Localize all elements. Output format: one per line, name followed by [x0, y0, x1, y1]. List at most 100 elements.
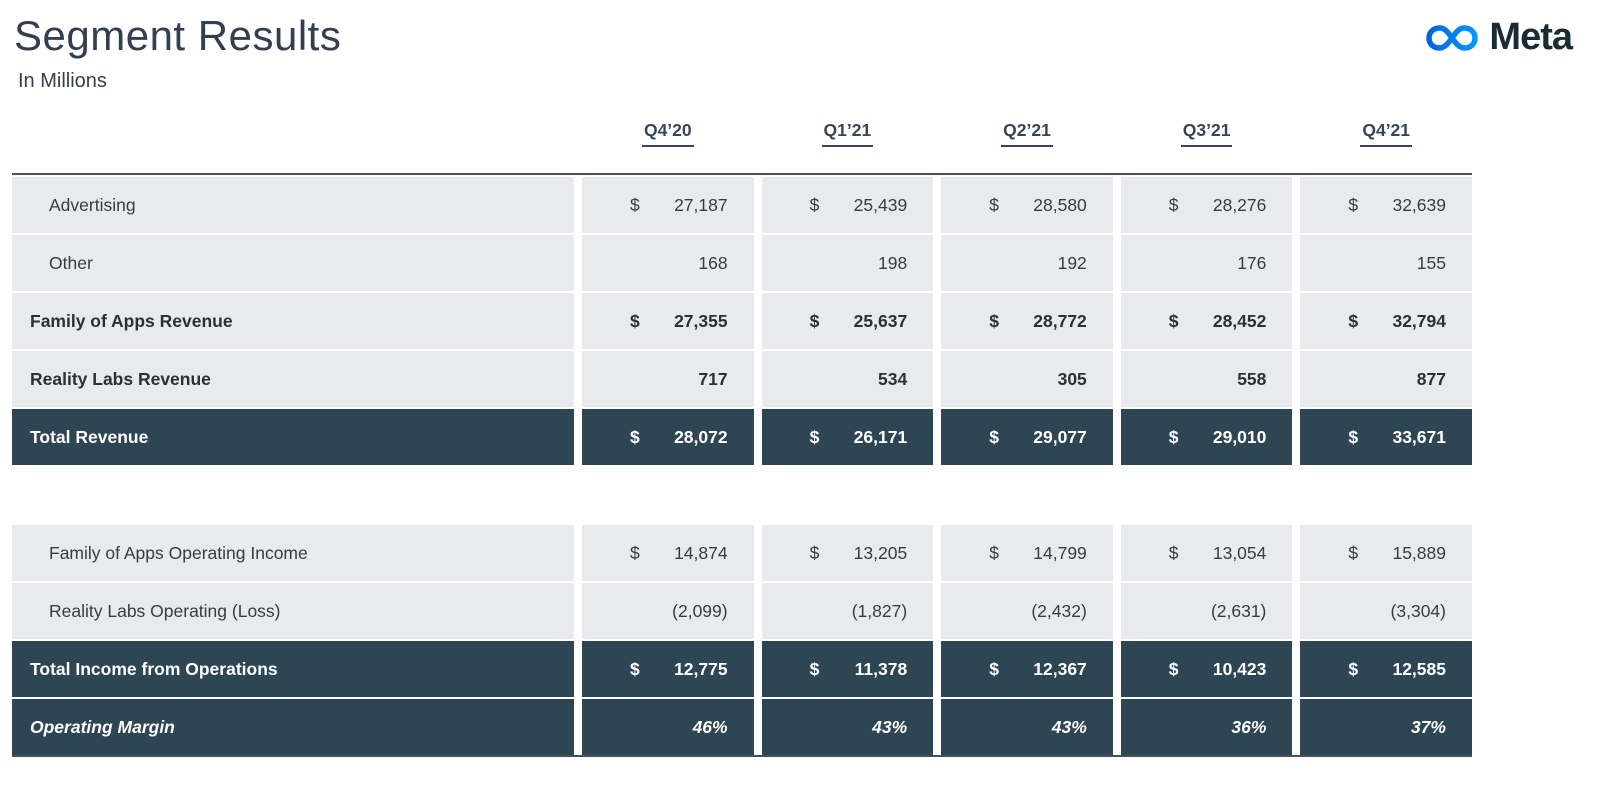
value: 43% [872, 716, 908, 737]
dollar-sign: $ [630, 426, 640, 447]
value-cell: $28,452 [1120, 293, 1293, 349]
value-cell: $25,637 [761, 293, 934, 349]
dollar-sign: $ [1168, 310, 1179, 331]
value: (2,631) [1210, 600, 1267, 621]
row-label: Reality Labs Operating (Loss) [12, 583, 574, 639]
value-cell: 305 [941, 351, 1113, 407]
value-cell: $33,671 [1300, 409, 1472, 465]
value-cell: $13,205 [761, 525, 934, 581]
value-cell: 43% [941, 699, 1113, 755]
value-cell: 43% [761, 699, 934, 755]
column-header-cell: Q4’21 [1300, 107, 1472, 159]
value: 717 [698, 368, 728, 389]
row-label: Other [12, 235, 574, 291]
value-cell: $26,171 [761, 409, 934, 465]
value-cell: 37% [1300, 699, 1472, 755]
dollar-sign: $ [989, 542, 999, 563]
column-header: Q2’21 [1001, 120, 1053, 147]
value-cell: 176 [1120, 235, 1293, 291]
value: 14,874 [674, 542, 728, 563]
dollar-sign: $ [1168, 426, 1179, 447]
value-cell: 534 [761, 351, 934, 407]
table-top-rule [12, 173, 1472, 175]
value: (1,827) [851, 600, 908, 621]
value: 192 [1057, 252, 1087, 273]
value: (2,432) [1031, 600, 1087, 621]
value-cell: 198 [761, 235, 934, 291]
column-header-cell: Q4’20 [582, 107, 754, 159]
value: 176 [1237, 252, 1267, 273]
table-row-operating-margin: Operating Margin 46% 43% 43% 36% 37% [12, 699, 1472, 755]
table-row-total-income-from-operations: Total Income from Operations $12,775 $11… [12, 641, 1472, 697]
meta-logo: Meta [1423, 16, 1573, 59]
column-header-cell: Q2’21 [941, 107, 1113, 159]
value: 28,580 [1033, 194, 1087, 215]
value-cell: $12,367 [941, 641, 1113, 697]
value-cell: $15,889 [1300, 525, 1472, 581]
dollar-sign: $ [1348, 310, 1359, 331]
row-label: Advertising [12, 177, 574, 233]
value-cell: $11,378 [761, 641, 934, 697]
column-header: Q4’21 [1360, 120, 1413, 147]
value: 10,423 [1212, 658, 1267, 679]
value-cell: 877 [1300, 351, 1472, 407]
column-header: Q4’20 [641, 120, 694, 147]
row-label: Total Income from Operations [12, 641, 574, 697]
value: 25,439 [853, 194, 908, 215]
value: 33,671 [1392, 426, 1446, 447]
value: 13,054 [1212, 542, 1267, 563]
value-cell: 558 [1120, 351, 1293, 407]
value-cell: $10,423 [1120, 641, 1293, 697]
value-cell: $28,772 [941, 293, 1113, 349]
dollar-sign: $ [809, 542, 820, 563]
value: 155 [1416, 252, 1446, 273]
value: 305 [1057, 368, 1087, 389]
column-header: Q3’21 [1180, 120, 1233, 147]
dollar-sign: $ [1168, 194, 1179, 215]
value: 558 [1237, 368, 1267, 389]
value-cell: (2,099) [582, 583, 754, 639]
value-cell: $27,187 [582, 177, 754, 233]
dollar-sign: $ [989, 194, 999, 215]
value: 26,171 [853, 426, 908, 447]
dollar-sign: $ [989, 658, 999, 679]
row-label: Operating Margin [12, 699, 574, 755]
value-cell: $13,054 [1120, 525, 1293, 581]
value: 25,637 [853, 310, 908, 331]
value-cell: $14,799 [941, 525, 1113, 581]
value: 12,367 [1033, 658, 1087, 679]
value-cell: $32,794 [1300, 293, 1472, 349]
table-bottom-rule [12, 755, 1472, 757]
value-cell: $28,580 [941, 177, 1113, 233]
value: 12,585 [1392, 658, 1446, 679]
value-cell: $29,010 [1120, 409, 1293, 465]
table-row-total-revenue: Total Revenue $28,072 $26,171 $29,077 $2… [12, 409, 1472, 465]
row-label: Reality Labs Revenue [12, 351, 574, 407]
value-cell: 36% [1120, 699, 1293, 755]
table-row-other: Other 168 198 192 176 155 [12, 235, 1472, 291]
dollar-sign: $ [630, 542, 640, 563]
dollar-sign: $ [1168, 658, 1179, 679]
column-header-cell: Q3’21 [1120, 107, 1293, 159]
value-cell: 168 [582, 235, 754, 291]
table-row-family-of-apps-operating-income: Family of Apps Operating Income $14,874 … [12, 525, 1472, 581]
value: 32,794 [1392, 310, 1446, 331]
value: 28,772 [1033, 310, 1087, 331]
value-cell: $32,639 [1300, 177, 1472, 233]
column-header-cell: Q1’21 [761, 107, 934, 159]
value-cell: $12,585 [1300, 641, 1472, 697]
value: 27,187 [674, 194, 728, 215]
value: (2,099) [672, 600, 728, 621]
value: 29,010 [1212, 426, 1267, 447]
value: 168 [698, 252, 728, 273]
value: 32,639 [1392, 194, 1446, 215]
value-cell: $28,072 [582, 409, 754, 465]
value-cell: $28,276 [1120, 177, 1293, 233]
value-cell: (1,827) [761, 583, 934, 639]
value-cell: 155 [1300, 235, 1472, 291]
table-row-advertising: Advertising $27,187 $25,439 $28,580 $28,… [12, 177, 1472, 233]
value: 12,775 [674, 658, 728, 679]
value-cell: $14,874 [582, 525, 754, 581]
row-label: Family of Apps Revenue [12, 293, 574, 349]
